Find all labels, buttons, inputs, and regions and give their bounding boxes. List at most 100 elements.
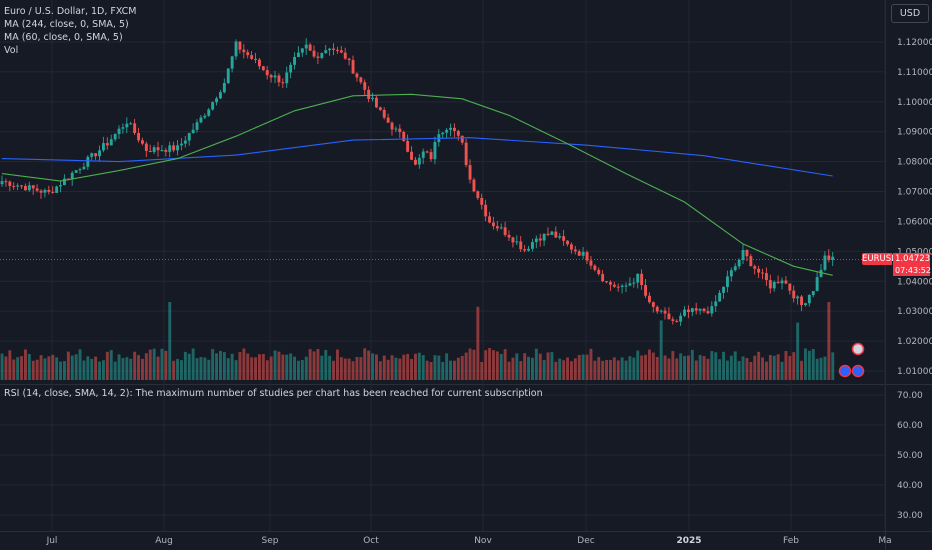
candle: [694, 308, 698, 311]
volume-bar: [749, 361, 753, 380]
candle: [300, 48, 304, 53]
volume-bar: [207, 359, 211, 380]
candle: [675, 320, 679, 322]
candle: [363, 82, 367, 90]
candle: [160, 150, 164, 152]
volume-bar: [281, 354, 285, 380]
volume-bar: [433, 355, 437, 380]
volume-bar: [117, 354, 121, 380]
candle: [86, 156, 90, 167]
candle: [285, 72, 289, 84]
candle: [538, 238, 542, 241]
time-axis-border: [0, 531, 932, 532]
volume-bar: [675, 358, 679, 380]
volume-bar: [718, 359, 722, 380]
candle: [804, 303, 807, 306]
candle: [230, 56, 234, 69]
candle: [449, 127, 452, 130]
last-price-label: 1.04723: [893, 253, 931, 265]
candle: [445, 129, 449, 133]
candle: [12, 185, 16, 187]
candle: [753, 266, 757, 269]
candle: [644, 285, 647, 296]
volume-bar: [168, 302, 172, 380]
volume-bar: [78, 349, 82, 380]
pane-separator: [0, 384, 932, 385]
volume-bar: [784, 350, 788, 380]
candle: [464, 142, 468, 166]
candle: [137, 133, 140, 141]
volume-bar: [234, 360, 238, 380]
candle: [616, 286, 620, 288]
legend-symbol[interactable]: Euro / U.S. Dollar, 1D, FXCM: [4, 6, 137, 17]
candle: [94, 153, 98, 157]
volume-bar: [566, 357, 569, 380]
volume-bar: [176, 359, 179, 380]
candle: [219, 92, 222, 99]
candle: [527, 248, 530, 251]
eu-flag-event-icon: [838, 364, 852, 378]
candle: [651, 302, 655, 307]
volume-bar: [258, 354, 261, 380]
legend-ma-244[interactable]: MA (244, close, 0, SMA, 5): [4, 19, 129, 30]
candle: [433, 141, 437, 160]
candle: [113, 133, 117, 140]
volume-bar: [105, 351, 109, 380]
volume-bar: [702, 356, 706, 380]
candle: [417, 157, 421, 165]
volume-bar: [531, 357, 534, 380]
candle: [612, 284, 616, 287]
candle: [507, 234, 511, 238]
volume-bar: [20, 356, 23, 380]
candle: [702, 308, 706, 312]
volume-bar: [421, 355, 425, 380]
candle: [168, 145, 172, 152]
volume-bar: [671, 351, 675, 380]
candle: [484, 204, 488, 217]
candle: [488, 216, 491, 223]
candle: [472, 179, 476, 192]
volume-bar: [141, 358, 144, 380]
volume-bar: [511, 357, 515, 380]
volume-bar: [480, 361, 484, 380]
candle: [581, 252, 585, 256]
candle: [550, 231, 554, 235]
legend-volume[interactable]: Vol: [4, 45, 19, 56]
candle: [172, 145, 176, 151]
x-tick-label: 2025: [676, 536, 701, 546]
candle: [687, 309, 690, 312]
volume-bar: [733, 351, 737, 380]
candle: [663, 310, 667, 314]
volume-bar: [382, 355, 386, 380]
candle: [8, 181, 12, 186]
volume-bar: [113, 361, 117, 380]
volume-bar: [90, 358, 94, 380]
candle: [0, 181, 4, 185]
volume-bar: [698, 355, 702, 380]
candle: [144, 143, 148, 151]
candle: [102, 143, 105, 151]
legend-ma-60[interactable]: MA (60, close, 0, SMA, 5): [4, 32, 123, 43]
volume-bar: [765, 361, 768, 380]
volume-bar: [804, 348, 807, 380]
volume-bar: [66, 351, 70, 380]
volume-bar: [589, 348, 593, 380]
candle: [640, 273, 644, 286]
candle: [141, 140, 144, 144]
currency-button[interactable]: USD: [891, 4, 929, 23]
candle: [390, 122, 394, 130]
volume-bar: [523, 353, 527, 380]
candle: [441, 132, 445, 135]
volume-bar: [417, 352, 421, 380]
volume-bar: [581, 354, 585, 380]
candle: [570, 244, 573, 250]
candle: [456, 130, 460, 136]
volume-bar: [687, 355, 690, 380]
volume-bar: [4, 356, 8, 380]
volume-bar: [250, 357, 254, 380]
volume-bar: [558, 358, 562, 380]
candle: [386, 117, 390, 123]
candle: [706, 311, 710, 314]
volume-bar: [527, 356, 530, 380]
